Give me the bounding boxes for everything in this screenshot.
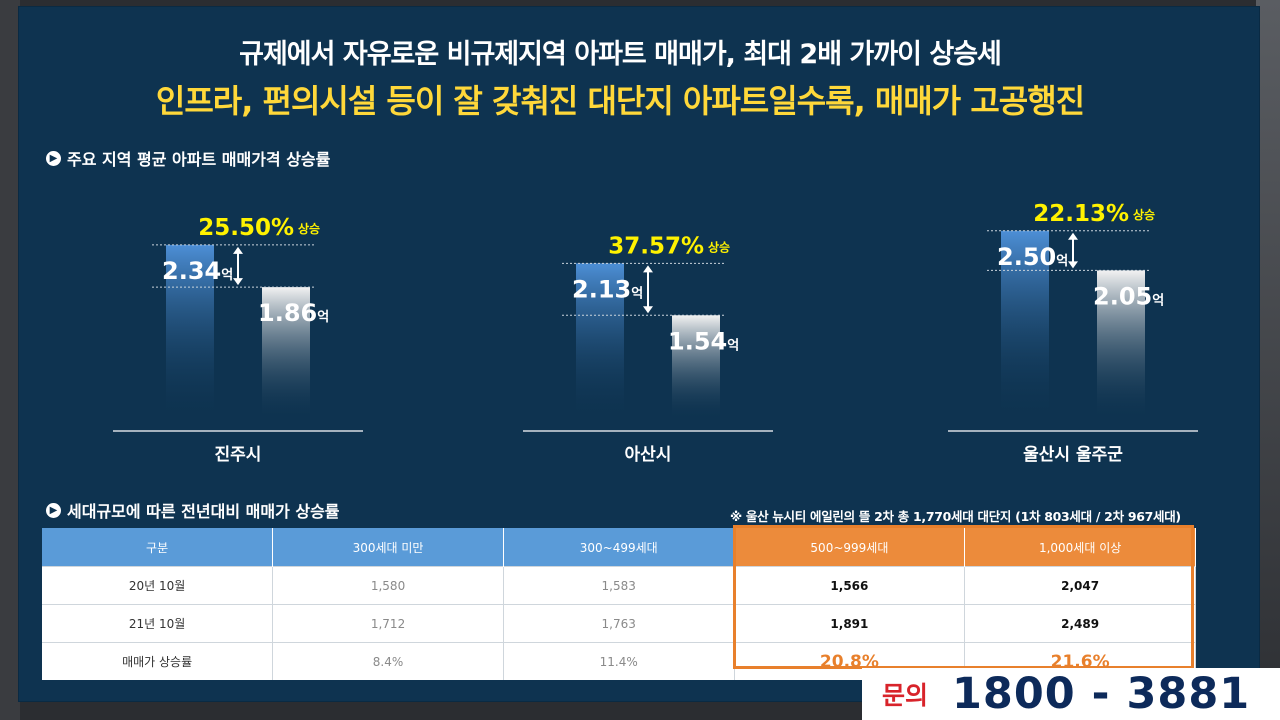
table-cell: 매매가 상승률 xyxy=(42,642,274,680)
arrow-head xyxy=(1068,261,1078,269)
bar-previous xyxy=(672,315,720,420)
household-growth-table: 구분 300세대 미만 300~499세대 500~999세대 1,000세대 … xyxy=(42,528,1196,680)
arrow-head xyxy=(643,306,653,314)
section-title-text: 주요 지역 평균 아파트 매매가격 상승률 xyxy=(67,150,331,169)
section-household-size-title: ▶ 세대규모에 따른 전년대비 매매가 상승률 xyxy=(46,498,340,522)
bullet-icon: ▶ xyxy=(46,150,61,166)
value-label: 2.05억 xyxy=(1093,282,1164,310)
value-label: 2.13억 xyxy=(572,275,643,303)
headline: 규제에서 자유로운 비규제지역 아파트 매매가, 최대 2배 가까이 상승세 xyxy=(239,39,1002,70)
value-label: 1.54억 xyxy=(668,327,739,355)
table-header: 1,000세대 이상 xyxy=(964,528,1196,567)
background-right xyxy=(1256,0,1280,720)
increase-label: 25.50% xyxy=(198,215,294,241)
table-cell: 1,763 xyxy=(503,604,735,643)
table-cell: 1,566 xyxy=(734,566,966,605)
table-header: 300세대 미만 xyxy=(272,528,504,567)
section-title-text: 세대규모에 따른 전년대비 매매가 상승률 xyxy=(67,502,340,521)
increase-label: 37.57% xyxy=(608,233,704,259)
table-cell: 20년 10월 xyxy=(42,566,274,605)
increase-suffix: 상승 xyxy=(1133,207,1155,222)
table-row: 21년 10월 1,712 1,763 1,891 2,489 xyxy=(42,604,1196,643)
bar-previous xyxy=(1097,270,1145,420)
arrow-head xyxy=(233,278,243,286)
background-left xyxy=(0,0,20,720)
subheadline: 인프라, 편의시설 등이 잘 갖춰진 대단지 아파트일수록, 매매가 고공행진 xyxy=(155,82,1085,120)
table-header: 구분 xyxy=(42,528,274,567)
region-label: 진주시 xyxy=(215,445,262,465)
section-price-growth-title: ▶ 주요 지역 평균 아파트 매매가격 상승률 xyxy=(46,146,330,170)
table-cell: 1,580 xyxy=(272,566,504,605)
arrow-head xyxy=(1068,232,1078,240)
arrow-head xyxy=(233,246,243,254)
table-row: 매매가 상승률 8.4% 11.4% 20.8% 21.6% xyxy=(42,642,1196,680)
table-header-row: 구분 300세대 미만 300~499세대 500~999세대 1,000세대 … xyxy=(42,528,1196,567)
table-cell: 1,712 xyxy=(272,604,504,643)
region-label: 아산시 xyxy=(625,445,672,465)
contact-phone: 1800 - 3881 xyxy=(952,669,1251,719)
value-label: 1.86억 xyxy=(258,299,329,327)
bar-previous xyxy=(262,287,310,420)
contact-label: 문의 xyxy=(882,681,929,710)
increase-label: 22.13% xyxy=(1033,201,1129,227)
value-label: 2.50억 xyxy=(997,243,1068,271)
table-header: 300~499세대 xyxy=(503,528,735,567)
bullet-icon: ▶ xyxy=(46,502,61,518)
increase-suffix: 상승 xyxy=(298,221,320,236)
table-cell: 8.4% xyxy=(272,642,504,680)
contact-banner: 문의 1800 - 3881 xyxy=(862,668,1280,720)
table-row: 20년 10월 1,580 1,583 1,566 2,047 xyxy=(42,566,1196,605)
table-cell: 21년 10월 xyxy=(42,604,274,643)
table-cell: 1,891 xyxy=(734,604,966,643)
table-cell: 1,583 xyxy=(503,566,735,605)
increase-suffix: 상승 xyxy=(708,239,730,254)
value-label: 2.34억 xyxy=(162,257,233,285)
region-label: 울산시 울주군 xyxy=(1023,445,1123,465)
bar-current xyxy=(166,244,214,420)
complex-note: ※ 울산 뉴시티 에일린의 뜰 2차 총 1,770세대 대단지 (1차 803… xyxy=(730,509,1181,524)
bar-current xyxy=(576,263,624,420)
table-cell: 2,047 xyxy=(964,566,1196,605)
arrow-head xyxy=(643,265,653,273)
table-cell: 11.4% xyxy=(503,642,735,680)
bar-current xyxy=(1001,230,1049,420)
table-cell: 2,489 xyxy=(964,604,1196,643)
table-header: 500~999세대 xyxy=(734,528,966,567)
